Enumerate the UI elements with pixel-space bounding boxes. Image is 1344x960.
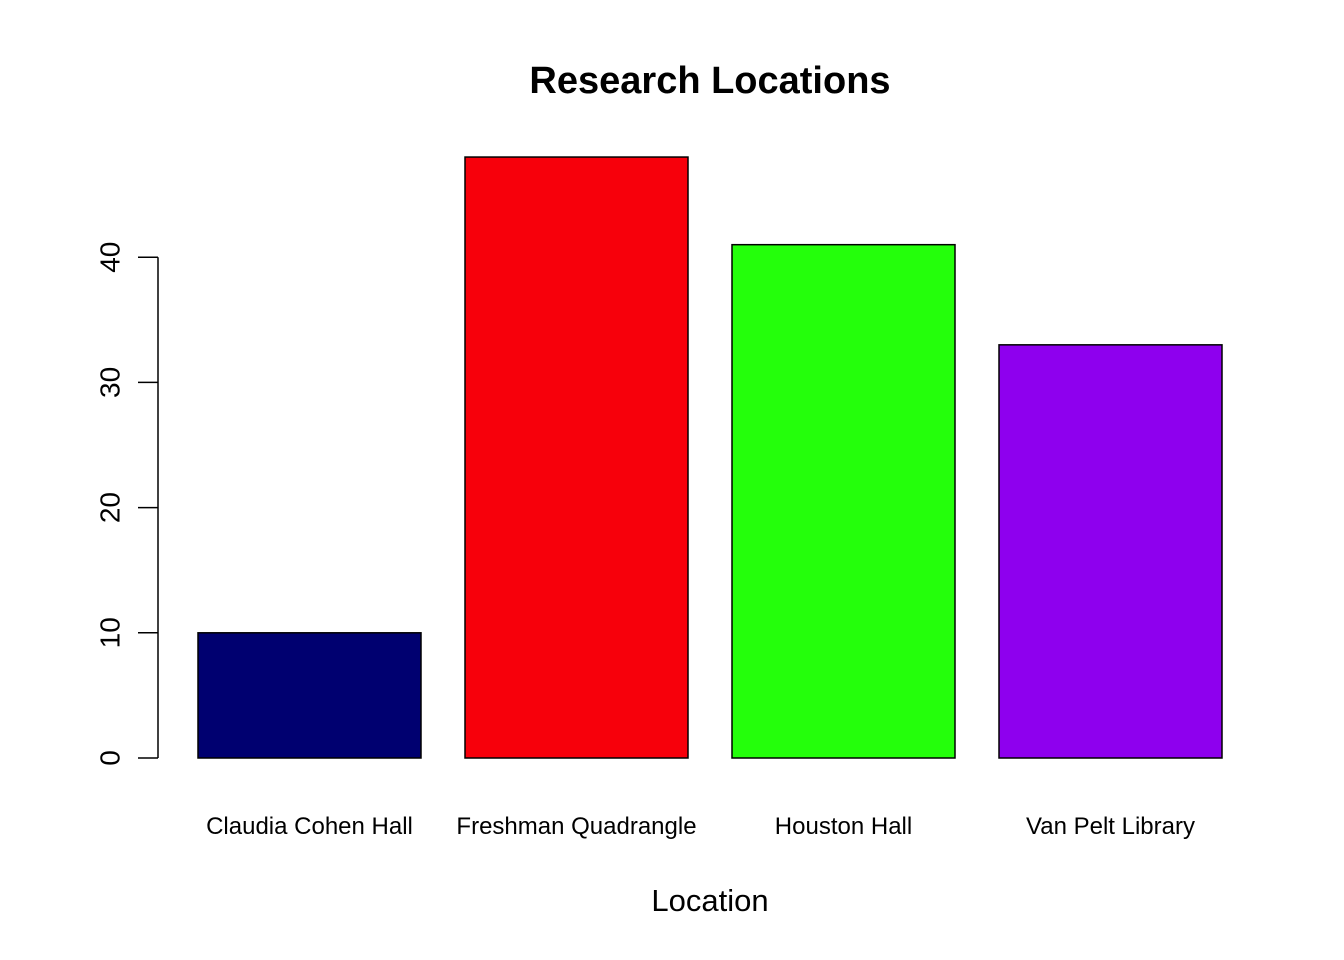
y-tick-label: 10 [95,617,126,648]
x-axis-label: Location [651,883,768,918]
y-tick-label: 20 [95,492,126,523]
y-tick-label: 30 [95,367,126,398]
bar-2 [731,243,956,759]
category-label: Freshman Quadrangle [456,813,696,840]
category-label: Van Pelt Library [1026,813,1195,840]
bars-group [197,156,1223,759]
category-label: Houston Hall [775,813,912,840]
chart-title: Research Locations [529,60,890,102]
y-tick-label: 0 [95,750,126,766]
bar-3 [998,344,1223,759]
category-label: Claudia Cohen Hall [206,813,413,840]
category-labels: Claudia Cohen Hall Freshman Quadrangle Hou… [206,813,1195,840]
y-tick-label: 40 [95,242,126,273]
bar-0 [197,632,422,759]
bar-1 [464,156,689,759]
y-axis: 0 10 20 30 40 [95,242,159,766]
